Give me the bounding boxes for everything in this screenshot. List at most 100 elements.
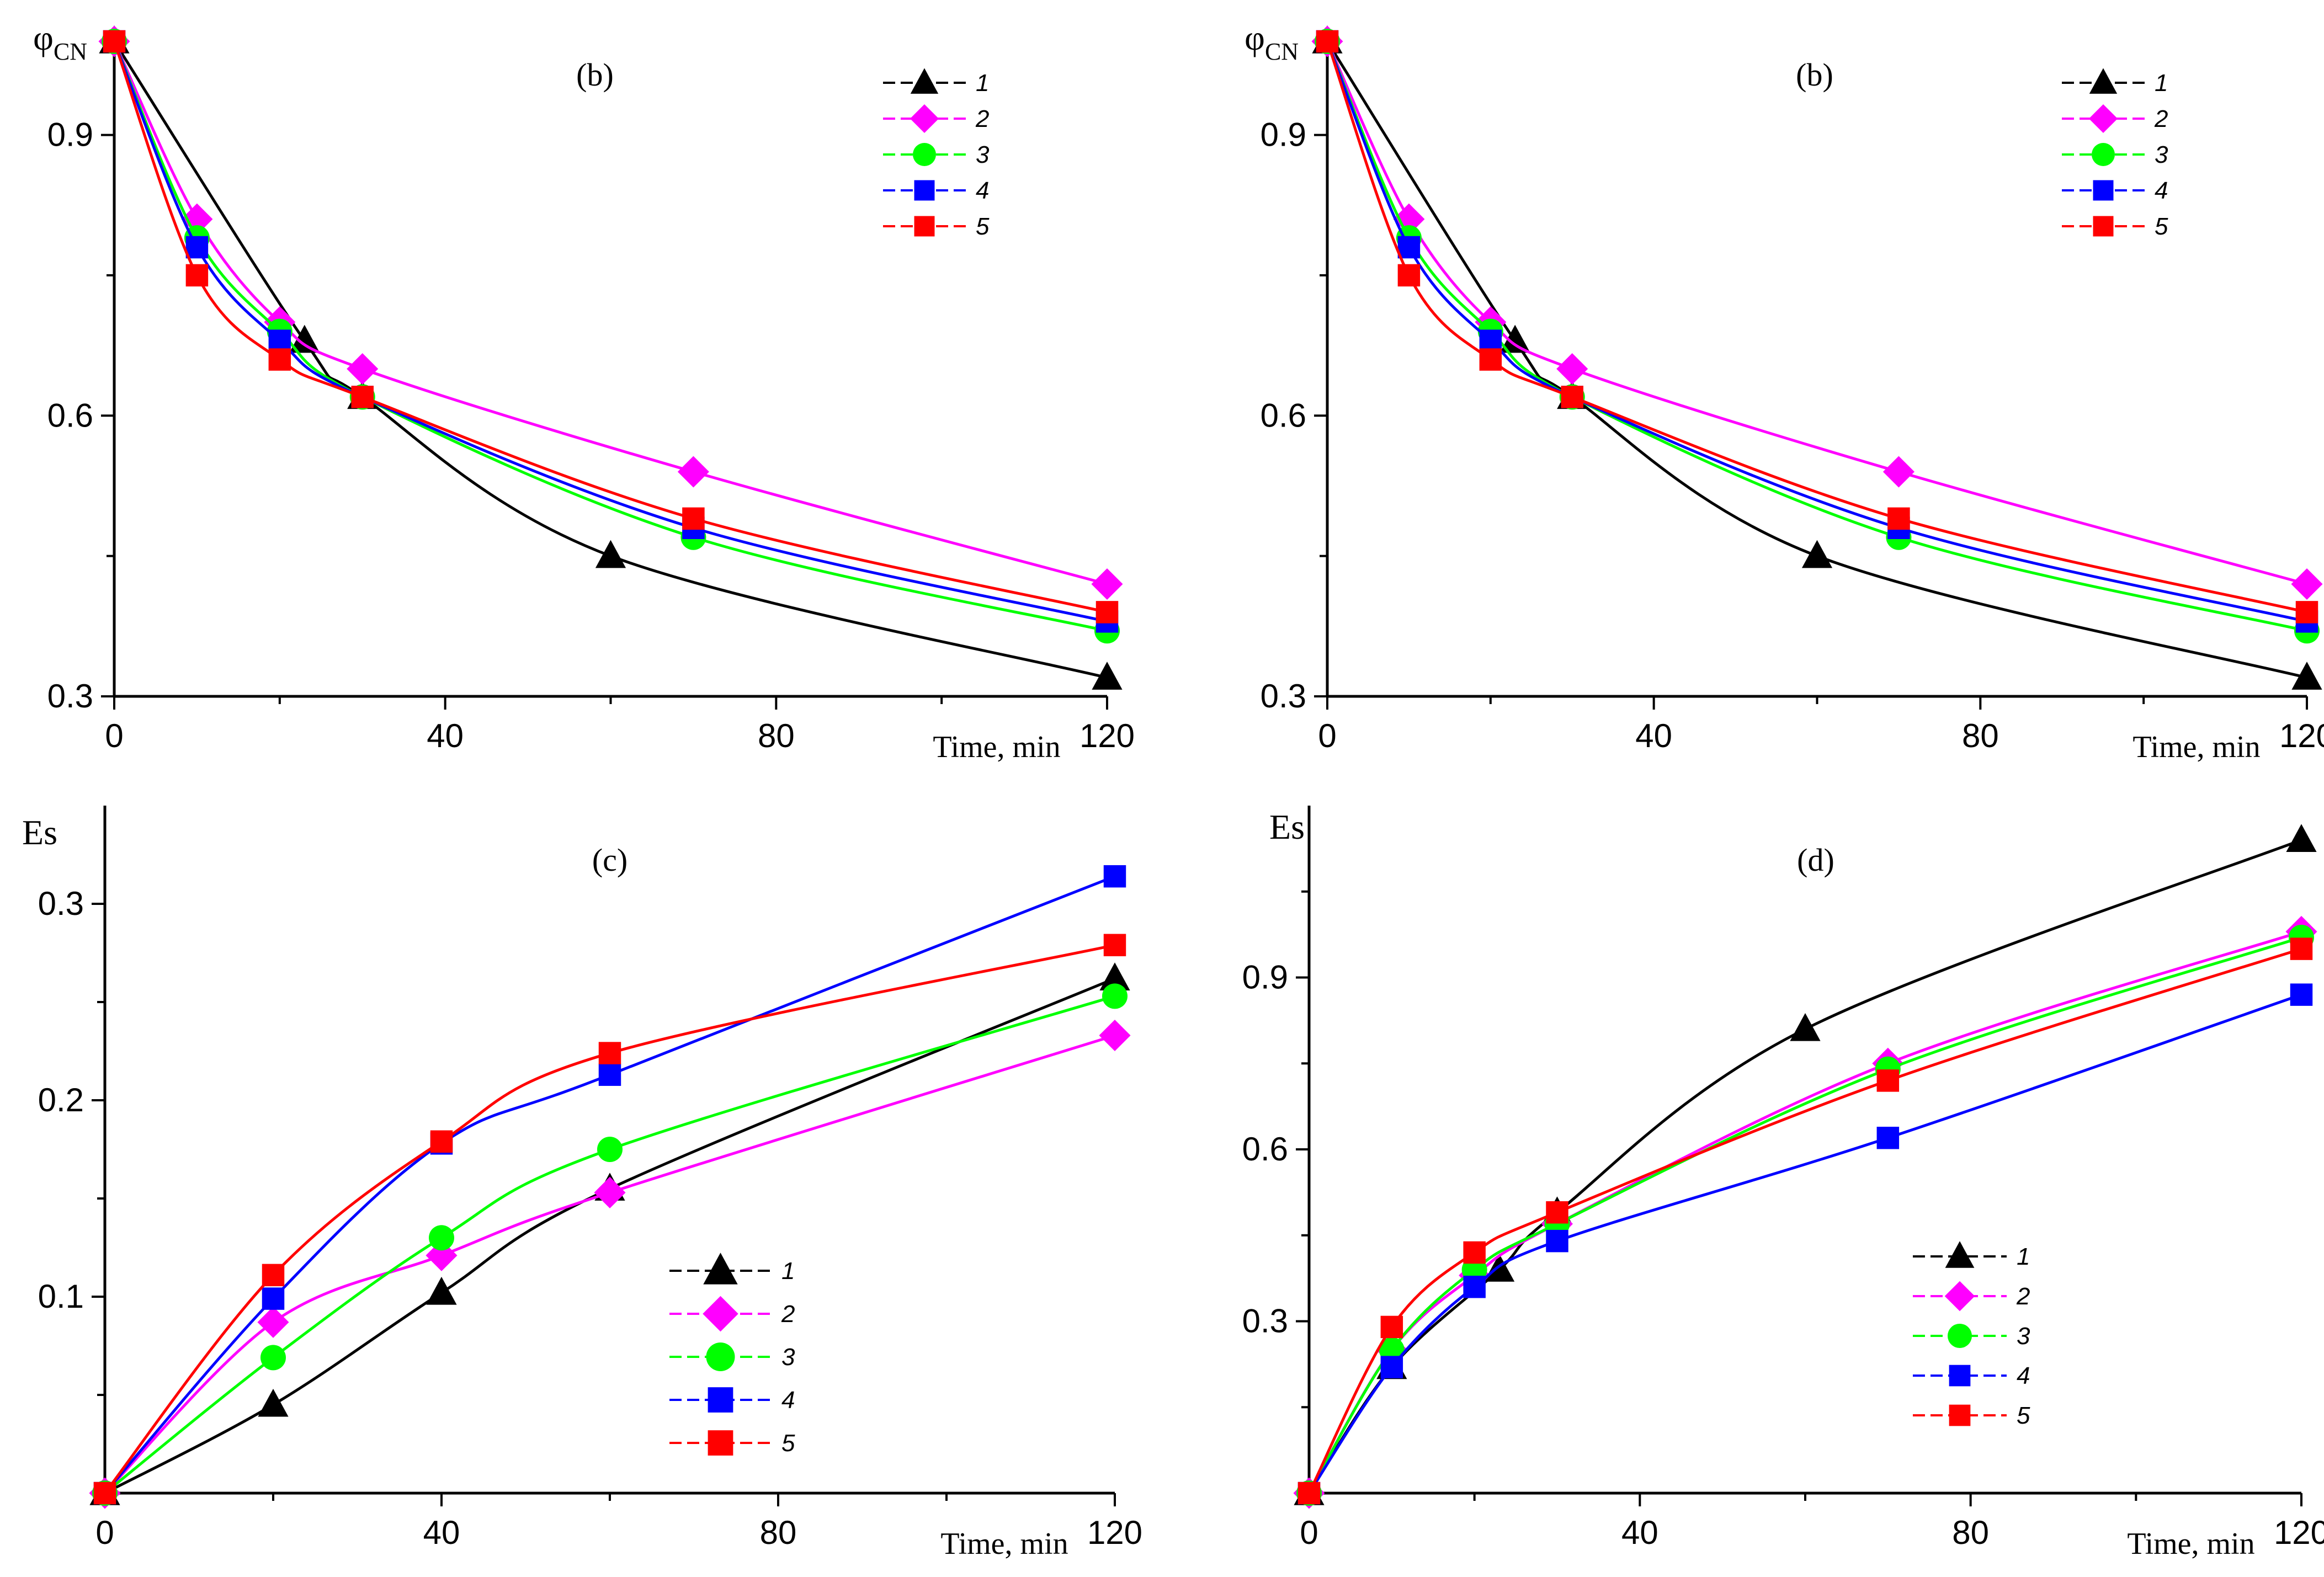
- x-tick-label: 120: [1079, 717, 1135, 754]
- legend-item-2: 2: [2062, 104, 2168, 134]
- y-axis-label-main: Es: [1269, 807, 1305, 846]
- x-tick-label: 80: [758, 717, 795, 754]
- series-3-line: [104, 994, 1115, 1494]
- series-1-point: [1499, 324, 1530, 353]
- legend-item-5: 5: [883, 213, 990, 240]
- series-3-point: [1102, 983, 1128, 1009]
- y-tick-label: 0.2: [38, 1081, 84, 1118]
- legend-item-5: 5: [2062, 213, 2168, 240]
- series-3: [92, 983, 1128, 1506]
- series-5-point: [1397, 264, 1421, 287]
- legend-marker: [706, 1342, 735, 1371]
- x-tick-label: 0: [95, 1514, 114, 1551]
- chart-panel-3: 0 40 80 120 0.1 0.2 0.3 Time, min Es (c) 1 2 3 4 5: [22, 806, 1142, 1561]
- x-tick-label: 0: [105, 717, 123, 754]
- series-2-point: [594, 1176, 626, 1208]
- chart-panel-2: 0 40 80 120 0.3 0.6 0.9 Time, min φCN (b) 1 2 3 4 5: [1245, 18, 2324, 764]
- legend-item-1: 1: [883, 68, 989, 97]
- series-2-point: [347, 353, 379, 385]
- legend-label: 4: [976, 177, 989, 204]
- y-tick-label: 0.3: [1261, 678, 1306, 715]
- series-5-point: [1463, 1241, 1486, 1264]
- legend-label: 4: [781, 1387, 795, 1414]
- series-5-point: [1876, 1069, 1900, 1092]
- series-1-point: [1092, 662, 1123, 690]
- x-tick-label: 0: [1300, 1514, 1318, 1551]
- y-axis-label-main: φ: [33, 18, 54, 57]
- legend-item-1: 1: [2062, 68, 2168, 97]
- legend-marker: [2088, 104, 2118, 134]
- legend-item-2: 2: [669, 1296, 795, 1332]
- series-5-point: [268, 348, 291, 371]
- chart-panel-1: 0 40 80 120 0.3 0.6 0.9 Time, min φCN (b) 1 2 3 4 5: [33, 18, 1135, 764]
- legend-marker: [1948, 1324, 1972, 1348]
- series-1-point: [258, 1388, 289, 1417]
- x-axis-label: Time, min: [2127, 1527, 2254, 1561]
- legend-marker: [2092, 143, 2115, 166]
- legend-marker: [914, 180, 935, 201]
- y-axis-label: Es: [22, 813, 57, 852]
- series-5-point: [430, 1130, 453, 1153]
- legend-item-5: 5: [1913, 1402, 2030, 1429]
- legend-label: 1: [976, 70, 989, 97]
- series-4-point: [2290, 983, 2313, 1006]
- y-tick-label: 0.6: [1242, 1131, 1288, 1168]
- legend-item-3: 3: [883, 141, 990, 168]
- legend-label: 3: [2155, 141, 2168, 168]
- y-tick-label: 0.9: [1261, 116, 1306, 153]
- y-tick-label: 0.3: [38, 885, 84, 922]
- legend-item-3: 3: [1913, 1323, 2030, 1350]
- legend-label: 3: [976, 141, 990, 168]
- legend-label: 5: [976, 213, 990, 240]
- series-5-point: [598, 1042, 621, 1064]
- series-5-point: [2290, 937, 2313, 960]
- series-2-point: [2291, 568, 2323, 600]
- series-1-point: [1099, 962, 1130, 991]
- series-1-line: [1307, 838, 2302, 1494]
- y-tick-label: 0.6: [47, 397, 93, 434]
- panel-label: (c): [592, 842, 627, 878]
- legend-marker: [2093, 216, 2114, 237]
- series-5-point: [1887, 507, 1910, 530]
- x-tick-label: 80: [1962, 717, 1999, 754]
- legend-label: 2: [975, 105, 989, 132]
- series-4-point: [1479, 329, 1502, 352]
- legend-item-4: 4: [1913, 1362, 2030, 1389]
- series-4-line: [1307, 993, 2302, 1494]
- panel-label: (b): [576, 57, 614, 93]
- legend-marker: [2089, 68, 2118, 94]
- series-4-point: [185, 236, 209, 259]
- series-1-point: [426, 1276, 457, 1305]
- x-tick-label: 40: [1621, 1514, 1658, 1551]
- series-4-point: [598, 1063, 621, 1086]
- y-axis-label: φCN: [1245, 18, 1299, 65]
- y-tick-label: 0.9: [47, 116, 93, 153]
- series-2-point: [1099, 1020, 1131, 1052]
- series-1-point: [595, 540, 626, 568]
- series-5-point: [682, 507, 705, 530]
- y-tick-label: 0.1: [38, 1278, 84, 1315]
- series-1-line: [104, 977, 1115, 1495]
- series-2-point: [181, 203, 213, 235]
- legend-item-3: 3: [669, 1342, 795, 1371]
- legend-marker: [2093, 180, 2114, 201]
- series-5-point: [1103, 934, 1126, 956]
- legend-item-4: 4: [2062, 177, 2168, 204]
- legend-marker: [703, 1253, 738, 1285]
- series-1-point: [1790, 1013, 1821, 1041]
- series-2-point: [257, 1306, 289, 1338]
- series-2-line: [104, 1034, 1115, 1494]
- legend-label: 2: [2154, 105, 2168, 132]
- legend-label: 4: [2017, 1362, 2030, 1389]
- series-5-point: [1095, 601, 1119, 624]
- series-5-point: [1316, 30, 1339, 53]
- series-1: [1312, 25, 2322, 690]
- series-4-point: [1397, 236, 1421, 259]
- legend-label: 2: [2016, 1283, 2030, 1310]
- series-3-point: [260, 1345, 286, 1371]
- series-4-point: [1546, 1229, 1568, 1253]
- legend-marker: [1949, 1404, 1971, 1426]
- series-5-point: [351, 386, 374, 408]
- x-axis-label: Time, min: [933, 730, 1060, 764]
